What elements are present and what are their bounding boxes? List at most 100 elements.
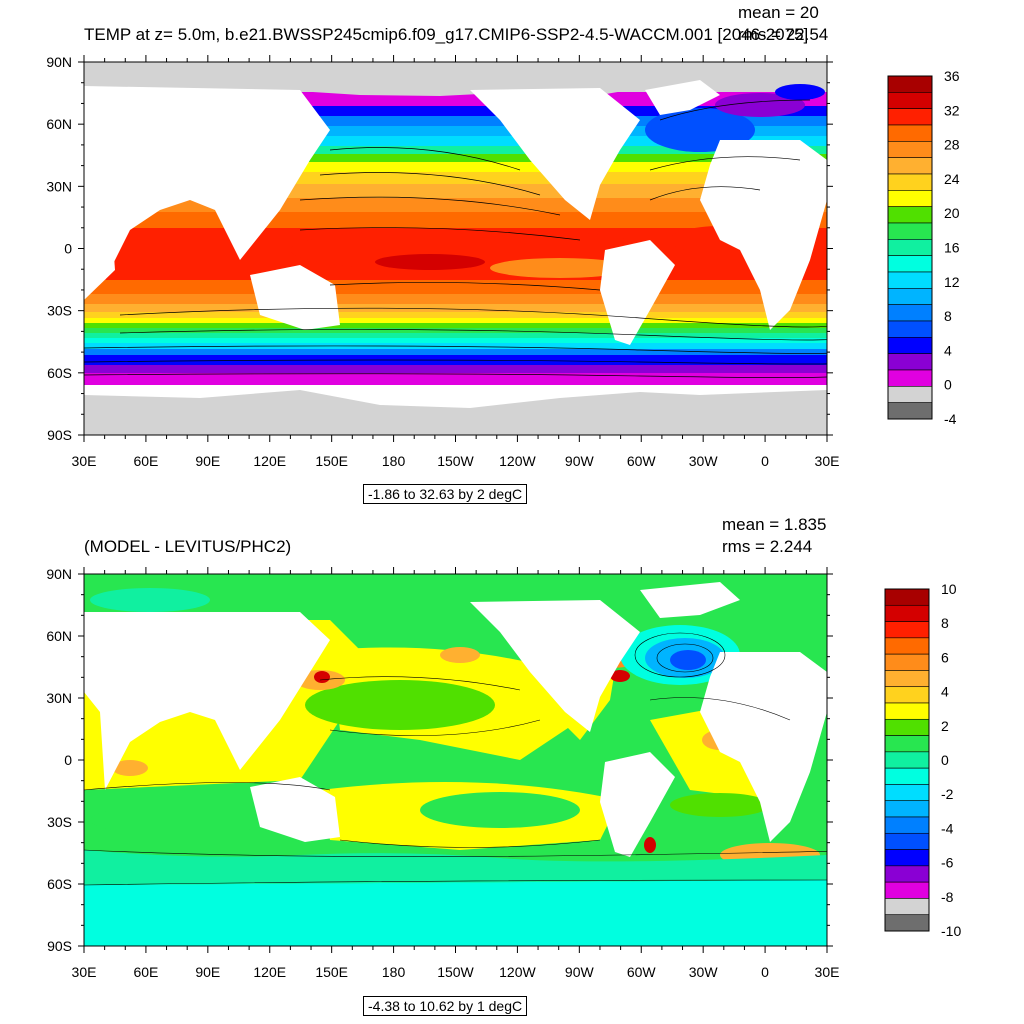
bottom-colorbar — [884, 588, 930, 932]
bottom-axis-ticks — [78, 567, 833, 953]
top-colorbar-swatch-6 — [887, 173, 933, 191]
top-lon-label-10: 30W — [689, 453, 719, 469]
bottom-contour-range-label: -4.38 to 10.62 by 1 degC — [363, 996, 528, 1016]
top-colorbar — [887, 75, 933, 420]
bottom-lon-label-10: 30W — [689, 964, 719, 980]
bottom-colorbar-label-9: -8 — [941, 889, 954, 905]
top-colorbar-swatch-5 — [887, 157, 933, 175]
top-map-panel: TEMP at z= 5.0m, b.e21.BWSSP245cmip6.f09… — [46, 3, 959, 469]
top-colorbar-label-1: 32 — [944, 102, 960, 118]
bottom-colorbar-swatch-12 — [884, 784, 930, 802]
bottom-anomaly-field — [84, 574, 827, 946]
bottom-lon-label-4: 150E — [315, 964, 348, 980]
top-colorbar-swatch-11 — [887, 255, 933, 273]
bottom-mean-label: mean = 1.835 — [722, 515, 826, 534]
bottom-map-panel: (MODEL - LEVITUS/PHC2) mean = 1.835 rms … — [46, 515, 961, 980]
bottom-colorbar-swatch-15 — [884, 832, 930, 850]
bottom-colorbar-swatch-20 — [884, 914, 930, 932]
bottom-land-mask — [84, 582, 827, 857]
top-lon-label-12: 30E — [815, 453, 840, 469]
top-longitude-labels: 30E 60E 90E 120E 150E 180 150W 120W 90W 60W 30W 0 30… — [72, 453, 840, 469]
bottom-lon-label-1: 60E — [133, 964, 158, 980]
bottom-colorbar-label-2: 6 — [941, 649, 949, 665]
bottom-colorbar-swatch-19 — [884, 898, 930, 916]
bottom-lon-label-8: 90W — [565, 964, 595, 980]
bottom-lat-label-6: 90S — [47, 938, 72, 954]
top-latitude-labels: 90N 60N 30N 0 30S 60S 90S — [46, 54, 72, 443]
bottom-lat-label-4: 30S — [47, 814, 72, 830]
top-lat-label-6: 90S — [47, 427, 72, 443]
bottom-colorbar-swatch-18 — [884, 881, 930, 899]
top-colorbar-swatch-20 — [887, 402, 933, 420]
top-lon-label-7: 120W — [499, 453, 536, 469]
bottom-colorbar-swatch-1 — [884, 604, 930, 622]
top-colorbar-label-0: 36 — [944, 68, 960, 84]
top-colorbar-label-10: -4 — [944, 411, 957, 427]
top-lat-label-5: 60S — [47, 365, 72, 381]
top-colorbar-swatch-3 — [887, 124, 933, 142]
top-colorbar-swatch-15 — [887, 320, 933, 338]
top-colorbar-swatch-7 — [887, 190, 933, 207]
top-lon-label-2: 90E — [195, 453, 220, 469]
top-contour-lines — [84, 99, 827, 378]
bottom-colorbar-swatch-11 — [884, 767, 930, 785]
bottom-colorbar-swatch-9 — [884, 735, 930, 753]
bottom-colorbar-swatch-8 — [884, 718, 930, 736]
bottom-colorbar-label-3: 4 — [941, 684, 949, 700]
top-lon-label-3: 120E — [253, 453, 286, 469]
top-colorbar-label-2: 28 — [944, 137, 960, 153]
top-lon-label-8: 90W — [565, 453, 595, 469]
top-lon-label-11: 0 — [761, 453, 769, 469]
bottom-colorbar-swatch-16 — [884, 849, 930, 867]
top-lon-label-0: 30E — [72, 453, 97, 469]
bottom-colorbar-label-5: 0 — [941, 752, 949, 768]
top-lat-label-1: 60N — [46, 116, 72, 132]
bottom-colorbar-labels: 10 8 6 4 2 0 -2 -4 -6 -8 -10 — [941, 581, 961, 939]
top-colorbar-labels: 36 32 28 24 20 16 12 8 4 0 -4 — [944, 68, 960, 427]
bottom-lat-label-5: 60S — [47, 876, 72, 892]
bottom-lon-label-9: 60W — [627, 964, 657, 980]
top-lon-label-5: 180 — [382, 453, 406, 469]
bottom-panel-title: (MODEL - LEVITUS/PHC2) — [84, 537, 291, 556]
top-rms-label: rms = 22.54 — [738, 25, 828, 44]
bottom-colorbar-swatch-5 — [884, 670, 930, 688]
bottom-lon-label-7: 120W — [499, 964, 536, 980]
top-lon-label-9: 60W — [627, 453, 657, 469]
top-colorbar-swatch-9 — [887, 222, 933, 240]
top-colorbar-swatch-1 — [887, 92, 933, 109]
bottom-colorbar-swatch-6 — [884, 686, 930, 704]
top-lon-label-4: 150E — [315, 453, 348, 469]
top-colorbar-label-7: 8 — [944, 308, 952, 324]
top-colorbar-label-9: 0 — [944, 377, 952, 393]
bottom-colorbar-label-7: -4 — [941, 820, 954, 836]
bottom-colorbar-label-0: 10 — [941, 581, 957, 597]
bottom-colorbar-swatch-4 — [884, 653, 930, 671]
top-colorbar-swatch-12 — [887, 271, 933, 289]
bottom-colorbar-swatch-10 — [884, 751, 930, 769]
bottom-colorbar-swatch-17 — [884, 865, 930, 883]
top-lon-label-6: 150W — [437, 453, 474, 469]
top-colorbar-swatch-0 — [887, 75, 933, 93]
top-colorbar-swatch-17 — [887, 353, 933, 371]
bottom-lon-label-0: 30E — [72, 964, 97, 980]
top-colorbar-swatch-10 — [887, 239, 933, 256]
top-lat-label-3: 0 — [64, 241, 72, 257]
bottom-lat-label-1: 60N — [46, 628, 72, 644]
top-colorbar-swatch-14 — [887, 304, 933, 322]
bottom-colorbar-label-1: 8 — [941, 615, 949, 631]
bottom-lon-label-6: 150W — [437, 964, 474, 980]
bottom-colorbar-swatch-2 — [884, 621, 930, 639]
bottom-latitude-labels: 90N 60N 30N 0 30S 60S 90S — [46, 566, 72, 954]
bottom-longitude-labels: 30E 60E 90E 120E 150E 180 150W 120W 90W 60W 30W 0 30… — [72, 964, 840, 980]
top-axis-ticks — [78, 55, 833, 442]
bottom-lat-label-2: 30N — [46, 690, 72, 706]
top-colorbar-swatch-4 — [887, 141, 933, 158]
bottom-colorbar-swatch-13 — [884, 800, 930, 818]
top-lon-label-1: 60E — [133, 453, 158, 469]
top-colorbar-swatch-2 — [887, 108, 933, 126]
top-colorbar-swatch-13 — [887, 288, 933, 305]
top-colorbar-swatch-19 — [887, 386, 933, 403]
top-colorbar-label-3: 24 — [944, 171, 960, 187]
bottom-colorbar-swatch-7 — [884, 702, 930, 720]
